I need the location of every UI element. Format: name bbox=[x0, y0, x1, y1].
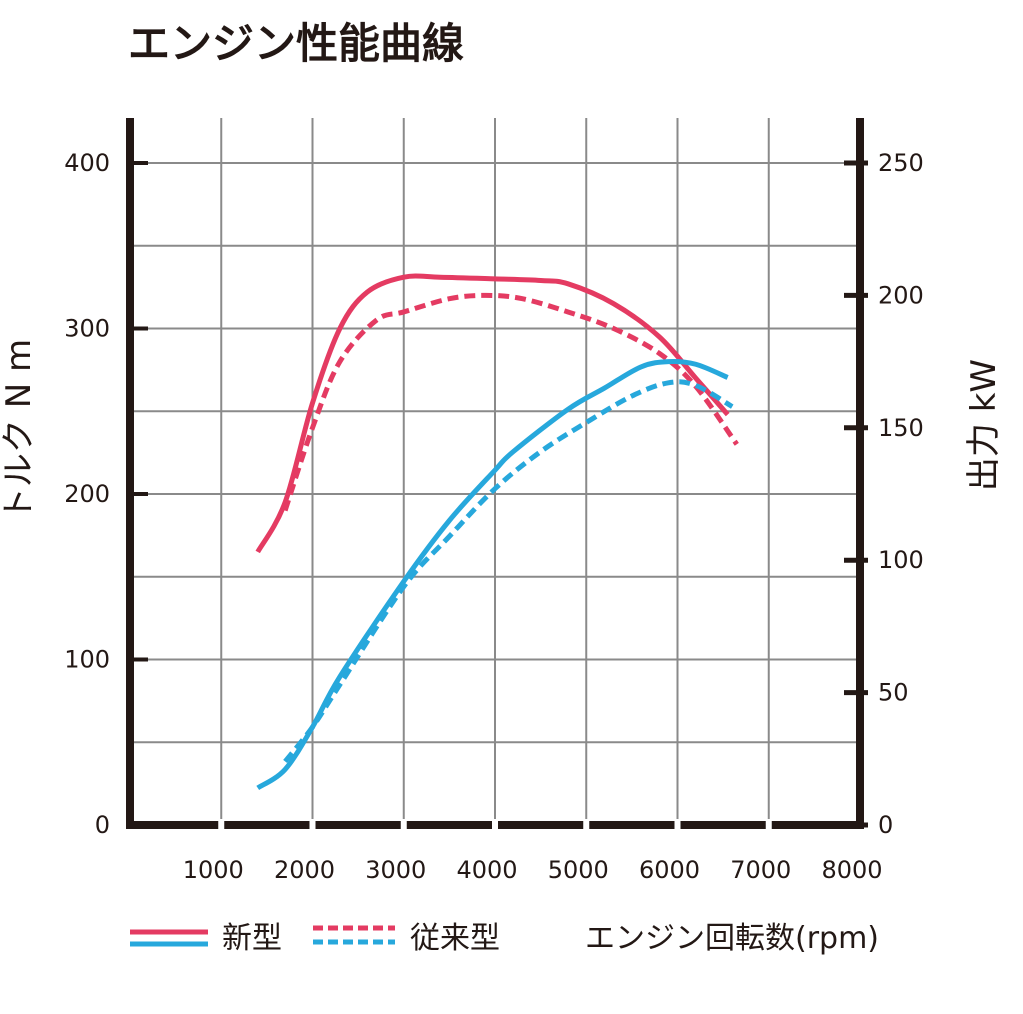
left-tick-label: 0 bbox=[95, 811, 110, 839]
legend-old-label: 従来型 bbox=[410, 921, 500, 956]
bottom-axis-gap bbox=[218, 819, 225, 831]
right-tick-label: 100 bbox=[878, 546, 924, 574]
x-tick-label: 2000 bbox=[274, 856, 335, 884]
right-tick-label: 150 bbox=[878, 414, 924, 442]
series-line-torque-old bbox=[282, 292, 739, 512]
series-line-torque-new bbox=[255, 273, 730, 554]
bottom-axis-gap bbox=[765, 819, 772, 831]
left-tick-label: 300 bbox=[64, 315, 110, 343]
bottom-axis-gap bbox=[492, 819, 498, 831]
right-tick-label: 0 bbox=[878, 811, 893, 839]
x-tick-label: 8000 bbox=[821, 856, 882, 884]
left-tick-label: 400 bbox=[64, 149, 110, 177]
right-axis-ticks: 0 50 100 150 200 250 bbox=[844, 149, 924, 839]
left-axis-label: トルク N m bbox=[0, 339, 39, 521]
left-axis-ticks: 0 100 200 300 400 bbox=[64, 149, 148, 839]
bottom-axis-gap bbox=[309, 819, 316, 831]
x-tick-label: 4000 bbox=[456, 856, 517, 884]
left-tick-label: 200 bbox=[64, 480, 110, 508]
left-tick-label: 100 bbox=[64, 646, 110, 674]
right-axis-label: 出力 kW bbox=[964, 359, 1004, 491]
bottom-axis-gap bbox=[674, 819, 681, 831]
grid bbox=[130, 118, 860, 825]
right-tick-label: 250 bbox=[878, 149, 924, 177]
x-tick-label: 7000 bbox=[730, 856, 791, 884]
bottom-axis-gap bbox=[583, 819, 590, 831]
chart-title: エンジン性能曲線 bbox=[128, 19, 464, 68]
x-tick-label: 3000 bbox=[365, 856, 426, 884]
legend: 新型 従来型 エンジン回転数(rpm) bbox=[130, 921, 879, 956]
bottom-axis-gap bbox=[400, 819, 407, 831]
axes bbox=[126, 118, 864, 831]
right-tick-label: 200 bbox=[878, 281, 924, 309]
series-line-power-old bbox=[283, 379, 734, 764]
x-tick-label: 5000 bbox=[548, 856, 609, 884]
x-tick-label: 1000 bbox=[183, 856, 244, 884]
series-line-power-new bbox=[256, 358, 729, 791]
right-tick-label: 50 bbox=[878, 679, 909, 707]
x-axis-ticks: 1000 2000 3000 4000 5000 6000 7000 8000 bbox=[183, 856, 883, 884]
series-lines bbox=[255, 273, 739, 791]
x-axis-label: エンジン回転数(rpm) bbox=[585, 921, 879, 956]
x-tick-label: 6000 bbox=[639, 856, 700, 884]
legend-new-label: 新型 bbox=[222, 921, 282, 956]
